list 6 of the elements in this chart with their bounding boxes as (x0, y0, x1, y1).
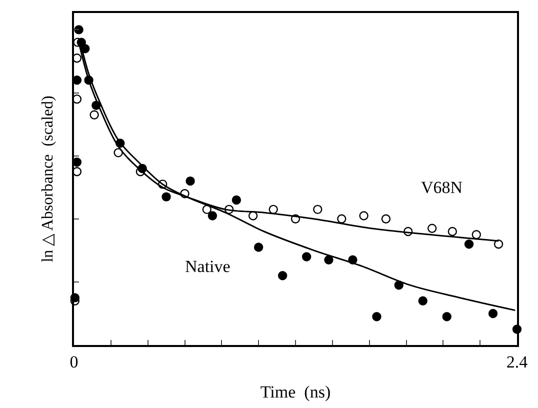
x-axis-title: Time (ns) (260, 382, 331, 402)
x-tick-label: 0 (70, 352, 78, 372)
series-label: Native (185, 257, 230, 276)
series-label: V68N (421, 178, 463, 197)
x-tick-label: 2.4 (506, 352, 528, 372)
y-axis-title: ln △ Absorbance (scaled) (39, 96, 56, 262)
